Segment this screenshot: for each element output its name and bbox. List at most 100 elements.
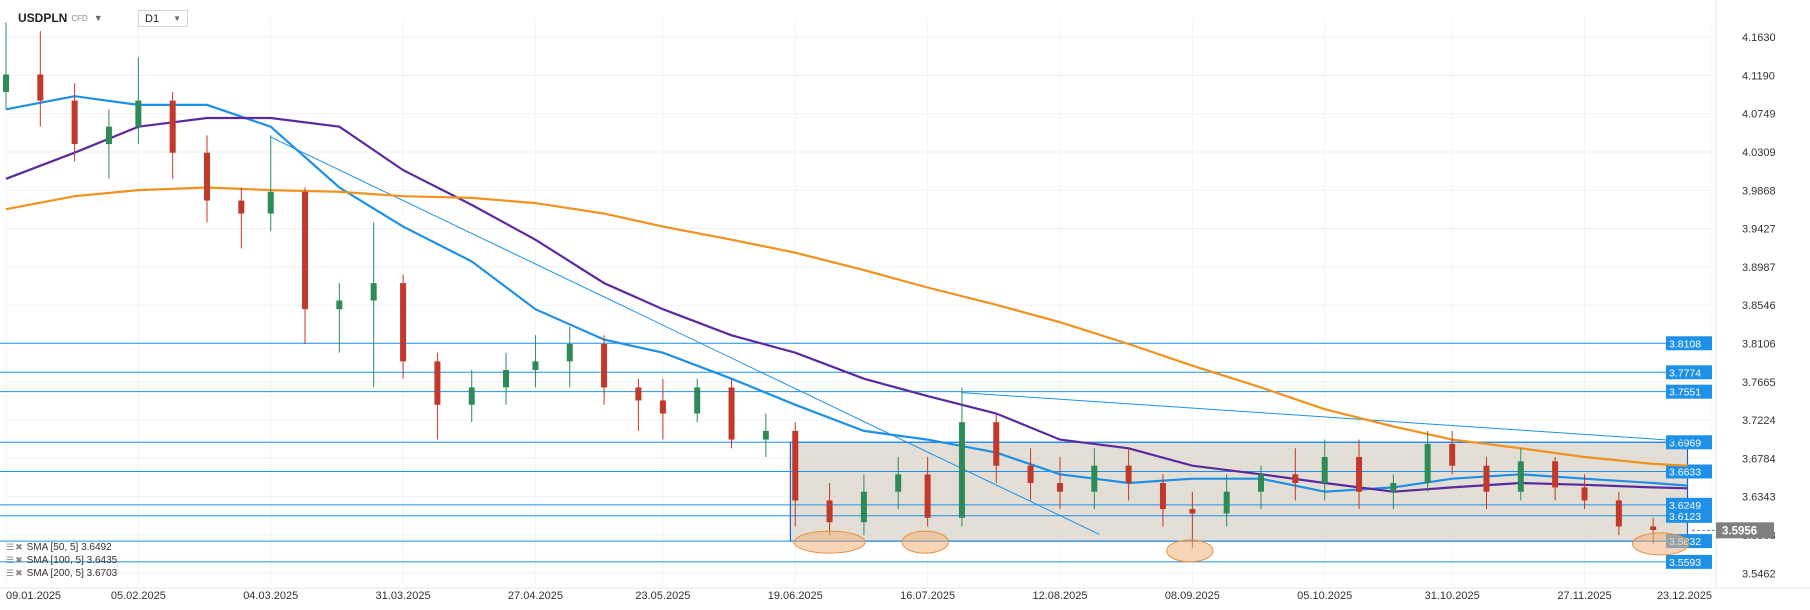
candle[interactable] xyxy=(826,500,833,523)
candle[interactable] xyxy=(1223,491,1230,514)
level-price-label: 3.5593 xyxy=(1669,557,1701,569)
candle[interactable] xyxy=(1292,474,1299,484)
timeframe-selector[interactable]: D1 ▼ xyxy=(138,10,188,27)
candle[interactable] xyxy=(1449,443,1456,466)
y-tick-label: 4.1630 xyxy=(1742,32,1776,44)
current-price-tag xyxy=(1716,522,1774,539)
candle[interactable] xyxy=(762,430,769,440)
level-price-tag xyxy=(1666,365,1712,380)
candle[interactable] xyxy=(1027,465,1034,484)
candle[interactable] xyxy=(1189,509,1196,514)
candle[interactable] xyxy=(1552,461,1559,488)
legend-item[interactable]: ☰✖ SMA [200, 5] 3.6703 xyxy=(6,567,117,579)
candle[interactable] xyxy=(468,387,475,405)
candle[interactable] xyxy=(1356,456,1363,492)
candle[interactable] xyxy=(1257,474,1264,492)
legend-label: SMA [200, 5] 3.6703 xyxy=(26,567,118,579)
candle[interactable] xyxy=(400,283,407,362)
level-price-label: 3.6633 xyxy=(1669,466,1701,478)
candle[interactable] xyxy=(3,74,9,92)
level-price-label: 3.6969 xyxy=(1669,437,1701,449)
candle[interactable] xyxy=(267,191,274,214)
settings-icon[interactable]: ☰✖ xyxy=(6,554,24,565)
candle[interactable] xyxy=(659,400,666,414)
highlight-ellipse[interactable] xyxy=(1631,532,1690,556)
candle[interactable] xyxy=(1517,461,1524,492)
x-tick-label: 04.03.2025 xyxy=(243,590,298,602)
candle[interactable] xyxy=(503,370,510,388)
candle[interactable] xyxy=(532,361,539,371)
legend-item[interactable]: ☰✖ SMA [100, 5] 3.6435 xyxy=(6,554,117,566)
candle[interactable] xyxy=(1056,483,1063,492)
candle[interactable] xyxy=(924,474,931,518)
symbol-name: USDPLN xyxy=(18,11,68,25)
sma-line[interactable] xyxy=(5,186,1688,467)
candle[interactable] xyxy=(1581,487,1588,501)
level-price-tag xyxy=(1666,497,1712,512)
candle[interactable] xyxy=(135,100,142,127)
candle[interactable] xyxy=(635,387,642,401)
symbol-selector[interactable]: USDPLN CFD ▼ xyxy=(18,10,103,26)
sma-line[interactable] xyxy=(5,116,1688,493)
x-tick-label: 05.10.2025 xyxy=(1297,590,1352,602)
candle[interactable] xyxy=(1615,500,1622,527)
candle[interactable] xyxy=(203,152,210,201)
x-tick-label: 09.01.2025 xyxy=(6,590,61,602)
candle[interactable] xyxy=(336,300,343,310)
settings-icon[interactable]: ☰✖ xyxy=(6,567,24,578)
y-tick-label: 3.5462 xyxy=(1742,568,1776,580)
x-tick-label: 31.10.2025 xyxy=(1425,590,1480,602)
candle[interactable] xyxy=(1321,456,1328,484)
level-price-tag xyxy=(1666,336,1712,351)
range-box[interactable] xyxy=(789,441,1689,542)
y-tick-label: 3.9427 xyxy=(1742,224,1776,236)
candle[interactable] xyxy=(694,387,701,414)
level-price-tag xyxy=(1666,464,1712,479)
instrument-type: CFD xyxy=(71,13,88,23)
candle[interactable] xyxy=(895,474,902,492)
candle[interactable] xyxy=(860,491,867,523)
level-price-label: 3.8108 xyxy=(1669,338,1701,350)
y-tick-label: 4.0749 xyxy=(1742,109,1776,121)
candle[interactable] xyxy=(792,430,799,501)
candle[interactable] xyxy=(1424,443,1431,484)
candle[interactable] xyxy=(728,387,735,440)
candle[interactable] xyxy=(1650,526,1657,530)
candle[interactable] xyxy=(238,200,245,214)
candle[interactable] xyxy=(1125,465,1132,484)
level-price-label: 3.7774 xyxy=(1669,367,1701,379)
level-price-tag xyxy=(1666,554,1712,569)
candle[interactable] xyxy=(566,343,573,362)
candle[interactable] xyxy=(302,191,309,310)
candle[interactable] xyxy=(169,100,176,153)
candle[interactable] xyxy=(37,74,44,101)
candle[interactable] xyxy=(434,361,441,405)
y-tick-label: 3.6784 xyxy=(1742,453,1776,465)
highlight-ellipse[interactable] xyxy=(1166,539,1214,563)
y-tick-label: 3.8106 xyxy=(1742,338,1776,350)
candle[interactable] xyxy=(601,343,608,388)
candle[interactable] xyxy=(105,126,112,145)
candle[interactable] xyxy=(1159,483,1166,510)
y-tick-label: 4.0309 xyxy=(1742,147,1776,159)
legend-item[interactable]: ☰✖ SMA [50, 5] 3.6492 xyxy=(6,541,112,553)
candle[interactable] xyxy=(993,422,1000,466)
sma-line[interactable] xyxy=(5,95,1688,493)
y-tick-label: 3.7224 xyxy=(1742,415,1776,427)
candle[interactable] xyxy=(1483,465,1490,492)
candle[interactable] xyxy=(1091,465,1098,492)
trendline[interactable] xyxy=(961,392,1688,442)
y-tick-label: 3.8546 xyxy=(1742,300,1776,312)
highlight-ellipse[interactable] xyxy=(901,530,949,554)
highlight-ellipse[interactable] xyxy=(793,530,866,554)
y-tick-label: 3.9868 xyxy=(1742,185,1776,197)
candle[interactable] xyxy=(1390,483,1397,492)
candle[interactable] xyxy=(370,283,377,301)
x-tick-label: 27.04.2025 xyxy=(508,590,563,602)
candle[interactable] xyxy=(958,422,965,518)
settings-icon[interactable]: ☰✖ xyxy=(6,541,24,552)
candle[interactable] xyxy=(71,100,78,145)
x-tick-label: 05.02.2025 xyxy=(111,590,166,602)
